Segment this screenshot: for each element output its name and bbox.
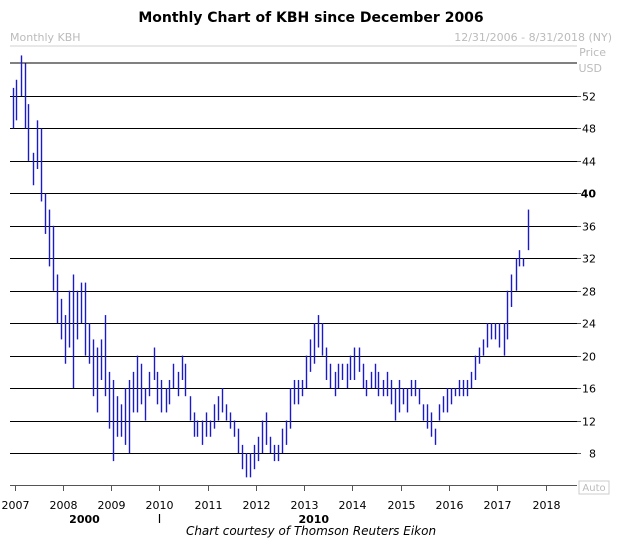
y-tick-label: 20 <box>582 351 596 364</box>
x-tick-label: 2010 <box>146 499 174 512</box>
x-tick-label: 2007 <box>2 499 30 512</box>
chart-title: Monthly Chart of KBH since December 2006 <box>138 10 484 26</box>
x-tick-label: 2011 <box>195 499 223 512</box>
y-tick-label: 40 <box>581 188 597 201</box>
x-tick-label: 2015 <box>388 499 416 512</box>
auto-scale-button[interactable]: Auto <box>578 480 610 495</box>
x-tick-label: 2012 <box>243 499 271 512</box>
decade-label: 2000 <box>69 513 100 526</box>
y-tick-label: 24 <box>582 318 596 331</box>
decade-label: 2010 <box>298 513 329 526</box>
x-tick-label: 2018 <box>533 499 561 512</box>
y-axis: 8 12 16 20 24 28 32 36 40 44 48 52 <box>577 91 596 461</box>
axis-unit-label: Price <box>579 46 606 59</box>
y-tick-label: 12 <box>582 416 596 429</box>
axis-unit-label: USD <box>578 62 602 75</box>
y-tick-label: 32 <box>582 253 596 266</box>
series-label: Monthly KBH <box>10 31 81 44</box>
auto-label: Auto <box>582 483 605 494</box>
y-tick-label: 44 <box>582 156 596 169</box>
x-tick-label: 2013 <box>291 499 319 512</box>
y-tick-label: 36 <box>582 221 596 234</box>
x-axis: 2007 2008 2009 2010 2011 2012 2013 2014 2015 2016… <box>2 485 577 526</box>
x-tick-label: 2017 <box>484 499 512 512</box>
x-tick-label: 2016 <box>436 499 464 512</box>
x-tick-label: 2014 <box>339 499 367 512</box>
y-tick-label: 28 <box>582 286 596 299</box>
y-tick-label: 52 <box>582 91 596 104</box>
gridlines <box>10 45 577 454</box>
x-tick-label: 2009 <box>98 499 126 512</box>
x-tick-label: 2008 <box>50 499 78 512</box>
y-tick-label: 8 <box>589 448 596 461</box>
y-tick-label: 48 <box>582 123 596 136</box>
y-tick-label: 16 <box>582 383 596 396</box>
date-range-label: 12/31/2006 - 8/31/2018 (NY) <box>454 31 612 44</box>
price-bars <box>12 55 530 478</box>
chart-caption: Chart courtesy of Thomson Reuters Eikon <box>185 524 437 538</box>
